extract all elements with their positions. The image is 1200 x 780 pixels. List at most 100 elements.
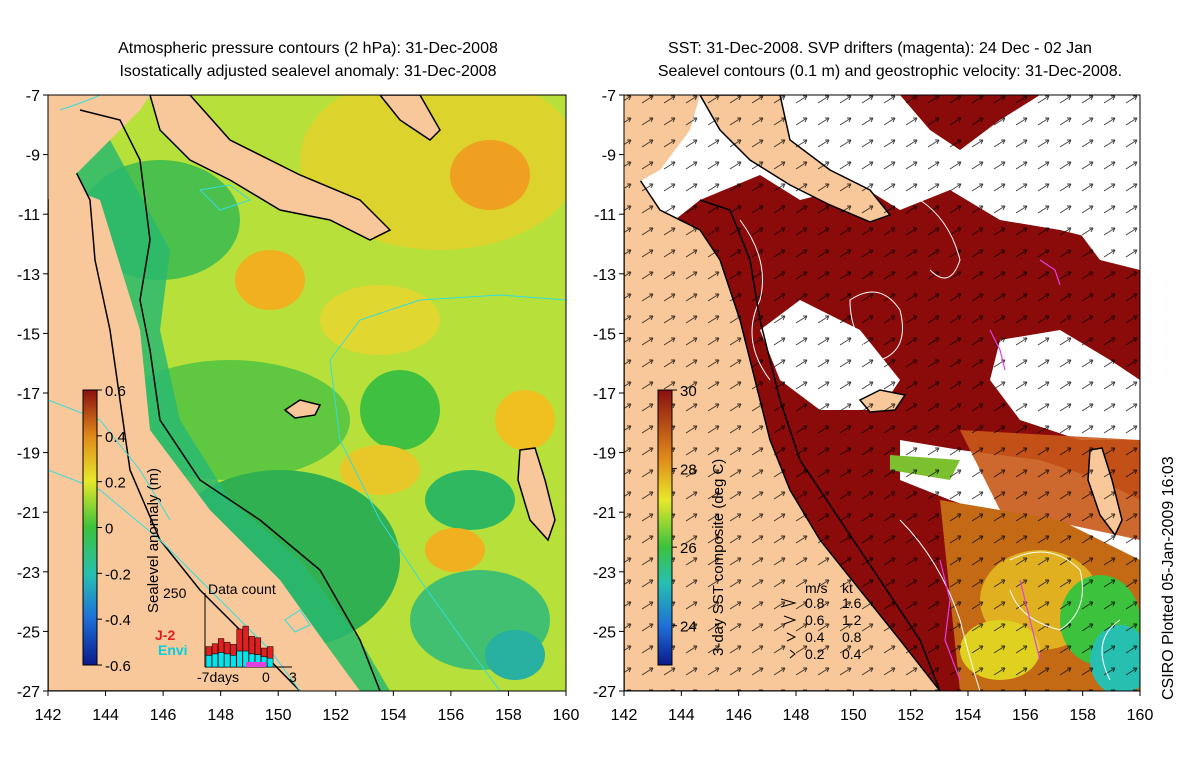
plot-credit: CSIRO Plotted 05-Jan-2009 16:03 — [1160, 456, 1177, 700]
inset-x-label-zero: 0 — [262, 669, 270, 685]
inset-series-envi-label: Envi — [158, 642, 188, 658]
velocity-legend-arrow — [789, 649, 796, 659]
left-x-axis: 142 144 146 148 150 152 154 156 158 160 — [35, 691, 580, 724]
left-x-tick-label: 146 — [150, 707, 177, 724]
right-y-tick-label: -25 — [593, 624, 616, 641]
inset-forecast-marker — [246, 662, 266, 667]
inset-bar-envi — [230, 655, 237, 668]
inset-x-label-start: -7days — [197, 669, 239, 685]
sst-colorbar-ticks: 30 28 26 24 — [672, 383, 697, 636]
velocity-legend-kt-header: kt — [842, 580, 853, 596]
sealevel-colorbar-tick-label: -0.2 — [105, 566, 131, 583]
sst-colorbar-label: 3-day SST composite (deg C) — [710, 459, 727, 656]
right-y-tick-label: -23 — [593, 565, 616, 582]
sealevel-colorbar-tick-label: -0.6 — [105, 658, 131, 675]
inset-bar-envi — [267, 657, 274, 668]
left-x-tick-label: 144 — [92, 707, 119, 724]
velocity-legend-ms-header: m/s — [805, 580, 828, 596]
velocity-legend-kt: 0.4 — [842, 646, 862, 662]
left-y-tick-label: -23 — [17, 565, 40, 582]
right-y-tick-label: -7 — [602, 88, 616, 105]
sst-colorbar-tick-label: 30 — [680, 383, 697, 400]
inset-bars — [205, 625, 274, 668]
velocity-legend-kt: 0.8 — [842, 629, 862, 645]
right-title-line1: SST: 31-Dec-2008. SVP drifters (magenta)… — [668, 40, 1092, 57]
sst-map: -7-9-11-13-15-17-19-21-23-25-27 142 144 14… — [593, 88, 1154, 724]
velocity-legend-ms: 0.8 — [805, 595, 825, 611]
right-y-tick-label: -13 — [593, 267, 616, 284]
sealevel-anomaly-map: -7-9-11-13-15-17-19-21-23-25-27 142 144 14… — [17, 88, 580, 724]
inset-bar-j-2 — [267, 646, 274, 659]
velocity-legend-ms: 0.4 — [805, 629, 825, 645]
right-x-axis: 142 144 146 148 150 152 154 156 158 160 — [611, 691, 1154, 724]
velocity-legend-kt: 1.6 — [842, 595, 862, 611]
left-x-tick-label: 160 — [553, 707, 580, 724]
inset-ymax-label: 250 — [163, 585, 187, 601]
sealevel-colorbar-tick-label: 0.2 — [105, 475, 126, 492]
inset-bar-j-2 — [230, 644, 237, 656]
velocity-legend-ms: 0.6 — [805, 612, 825, 628]
inset-bar-j-2 — [218, 638, 225, 653]
right-x-tick-label: 158 — [1069, 707, 1096, 724]
right-x-tick-label: 150 — [840, 707, 867, 724]
sst-colorbar-tick-label: 28 — [680, 462, 697, 479]
right-x-tick-label: 144 — [668, 707, 695, 724]
right-y-tick-label: -17 — [593, 386, 616, 403]
velocity-legend-arrow — [783, 615, 797, 625]
velocity-legend-kt: 1.2 — [842, 612, 862, 628]
sealevel-colorbar-tick-label: 0.4 — [105, 429, 126, 446]
right-title-line2: Sealevel contours (0.1 m) and geostrophi… — [657, 63, 1123, 80]
velocity-legend-arrow — [780, 598, 797, 608]
sealevel-colorbar-tick-label: -0.4 — [105, 612, 131, 629]
drifter-tracks — [939, 559, 961, 681]
inset-bar-j-2 — [205, 646, 212, 656]
velocity-legend: m/s kt 0.8 1.60.6 1.20.4 0.80.2 0.4 — [780, 580, 862, 662]
sst-colorbar-tick-label: 26 — [680, 540, 697, 557]
left-x-tick-label: 158 — [495, 707, 522, 724]
sst-colorbar-tick-label: 24 — [680, 619, 697, 636]
geostrophic-velocity-arrows — [624, 95, 1140, 691]
left-y-tick-label: -25 — [17, 624, 40, 641]
left-y-tick-label: -7 — [26, 88, 40, 105]
right-x-tick-label: 152 — [897, 707, 924, 724]
left-y-tick-label: -15 — [17, 326, 40, 343]
velocity-legend-rows: 0.8 1.60.6 1.20.4 0.80.2 0.4 — [780, 595, 862, 662]
left-x-tick-label: 142 — [35, 707, 62, 724]
right-x-tick-label: 154 — [955, 707, 982, 724]
right-x-tick-label: 142 — [611, 707, 638, 724]
left-y-axis: -7 -9 -11 -13 -15 -17 -19 -21 -23 -25 -27 — [17, 88, 48, 701]
right-y-tick-label: -19 — [593, 446, 616, 463]
right-y-tick-label: -21 — [593, 505, 616, 522]
inset-bar-envi — [224, 653, 231, 668]
png-north-land — [48, 95, 150, 200]
left-title-line2: Isostatically adjusted sealevel anomaly:… — [119, 63, 497, 80]
right-y-tick-label: -9 — [602, 148, 616, 165]
inset-x-label-end: 3 — [289, 669, 297, 685]
papua-new-guinea-land — [149, 95, 392, 241]
left-x-tick-label: 150 — [265, 707, 292, 724]
left-x-tick-label: 156 — [438, 707, 465, 724]
inset-bar-j-2 — [254, 637, 262, 655]
left-x-tick-label: 148 — [207, 707, 234, 724]
left-y-tick-label: -11 — [18, 207, 40, 224]
inset-bar-j-2 — [261, 647, 268, 658]
data-count-inset: 250 Data count J-2 Envi -7days 0 3 — [155, 581, 297, 685]
sealevel-colorbar-ticks: 0.6 0.4 0.2 0 -0.2 -0.4 -0.6 — [97, 383, 131, 675]
right-y-tick-label: -11 — [594, 207, 616, 224]
right-x-tick-label: 148 — [783, 707, 810, 724]
sealevel-colorbar-label: Sealevel anomaly (m) — [145, 468, 162, 613]
inset-title: Data count — [208, 581, 276, 597]
inset-bar-envi — [211, 653, 219, 668]
sealevel-colorbar — [82, 389, 98, 666]
inset-series-j2-label: J-2 — [155, 627, 175, 643]
inset-bar-j-2 — [211, 643, 219, 655]
sealevel-colorbar-tick-label: 0.6 — [105, 383, 126, 400]
right-y-tick-label: -27 — [593, 684, 616, 701]
velocity-legend-ms: 0.2 — [805, 646, 825, 662]
velocity-legend-arrow — [786, 632, 797, 642]
inset-bar-j-2 — [224, 641, 231, 655]
right-x-tick-label: 160 — [1127, 707, 1154, 724]
inset-bar-envi — [205, 655, 212, 668]
inset-bar-j-2 — [242, 625, 249, 652]
left-y-tick-label: -13 — [17, 267, 40, 284]
